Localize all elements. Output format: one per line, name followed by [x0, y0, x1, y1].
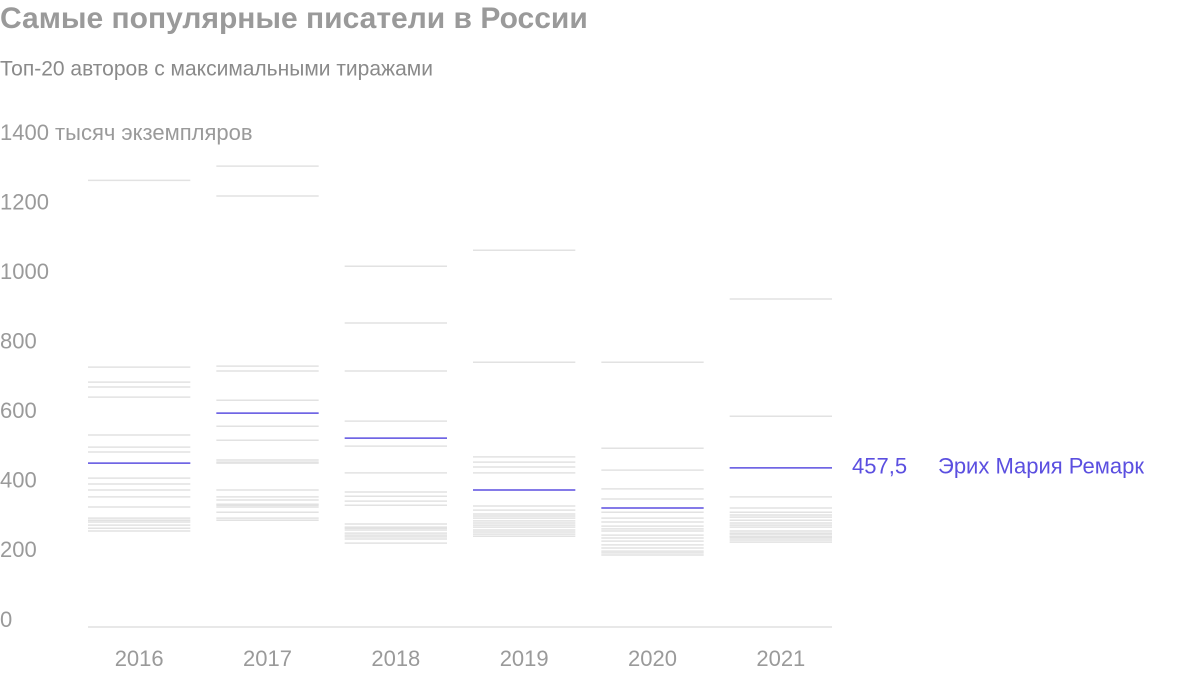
x-tick-label: 2018: [371, 646, 420, 671]
x-tick-label: 2021: [756, 646, 805, 671]
y-tick-label: 600: [0, 398, 37, 423]
x-tick-label: 2020: [628, 646, 677, 671]
y-tick-label: 800: [0, 329, 37, 354]
y-tick-label: 400: [0, 468, 37, 493]
y-tick-label: 1400 тысяч экземпляров: [0, 120, 253, 145]
y-tick-label: 200: [0, 537, 37, 562]
y-tick-label: 1000: [0, 259, 49, 284]
chart-title: Самые популярные писатели в России: [0, 2, 588, 35]
y-tick-label: 0: [0, 607, 12, 632]
series-label: Эрих Мария Ремарк: [938, 454, 1144, 479]
chart-subtitle: Топ-20 авторов с максимальными тиражами: [0, 58, 433, 81]
value-label: 457,5: [852, 454, 907, 479]
x-tick-label: 2016: [115, 646, 164, 671]
x-tick-label: 2017: [243, 646, 292, 671]
y-tick-label: 1200: [0, 189, 49, 214]
x-tick-label: 2019: [500, 646, 549, 671]
